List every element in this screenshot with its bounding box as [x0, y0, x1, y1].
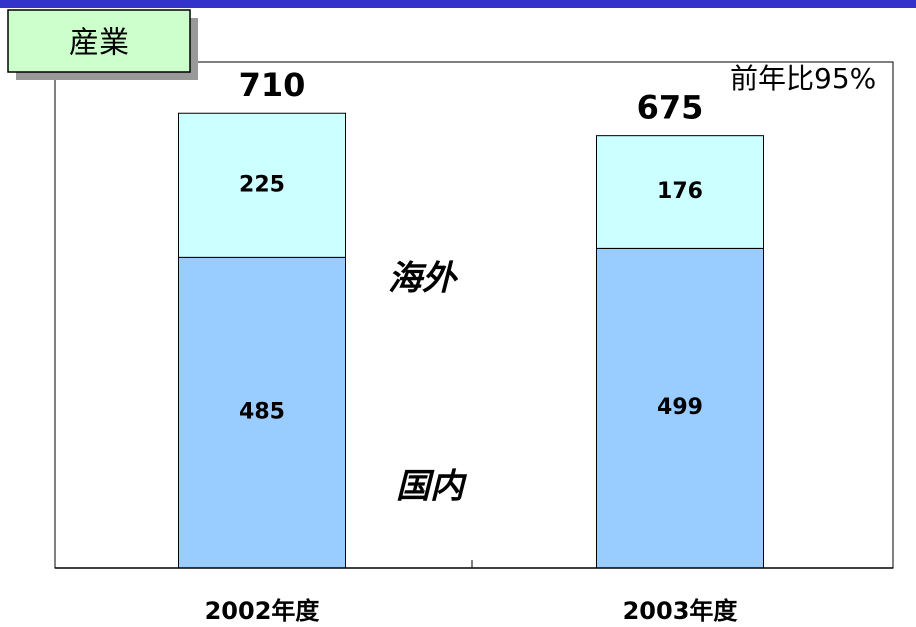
bar-segment: [596, 135, 764, 249]
data-label: 176: [657, 179, 703, 204]
data-label: 485: [239, 400, 285, 425]
total-label: 675: [637, 89, 704, 127]
annotation: 前年比95%: [730, 62, 876, 95]
data-label: 499: [657, 395, 703, 420]
x-tick-label: 2003年度: [623, 597, 739, 625]
total-label: 710: [239, 66, 306, 104]
bar-segment: [178, 112, 346, 258]
series-label: 国内: [396, 467, 468, 507]
series-label: 海外: [388, 259, 459, 299]
data-label: 225: [239, 172, 285, 197]
title-box: [7, 9, 191, 73]
bar-segment: [178, 256, 346, 569]
x-tick-label: 2002年度: [205, 597, 321, 625]
top-strip: [0, 0, 916, 8]
chart-title: 産業: [69, 26, 129, 61]
